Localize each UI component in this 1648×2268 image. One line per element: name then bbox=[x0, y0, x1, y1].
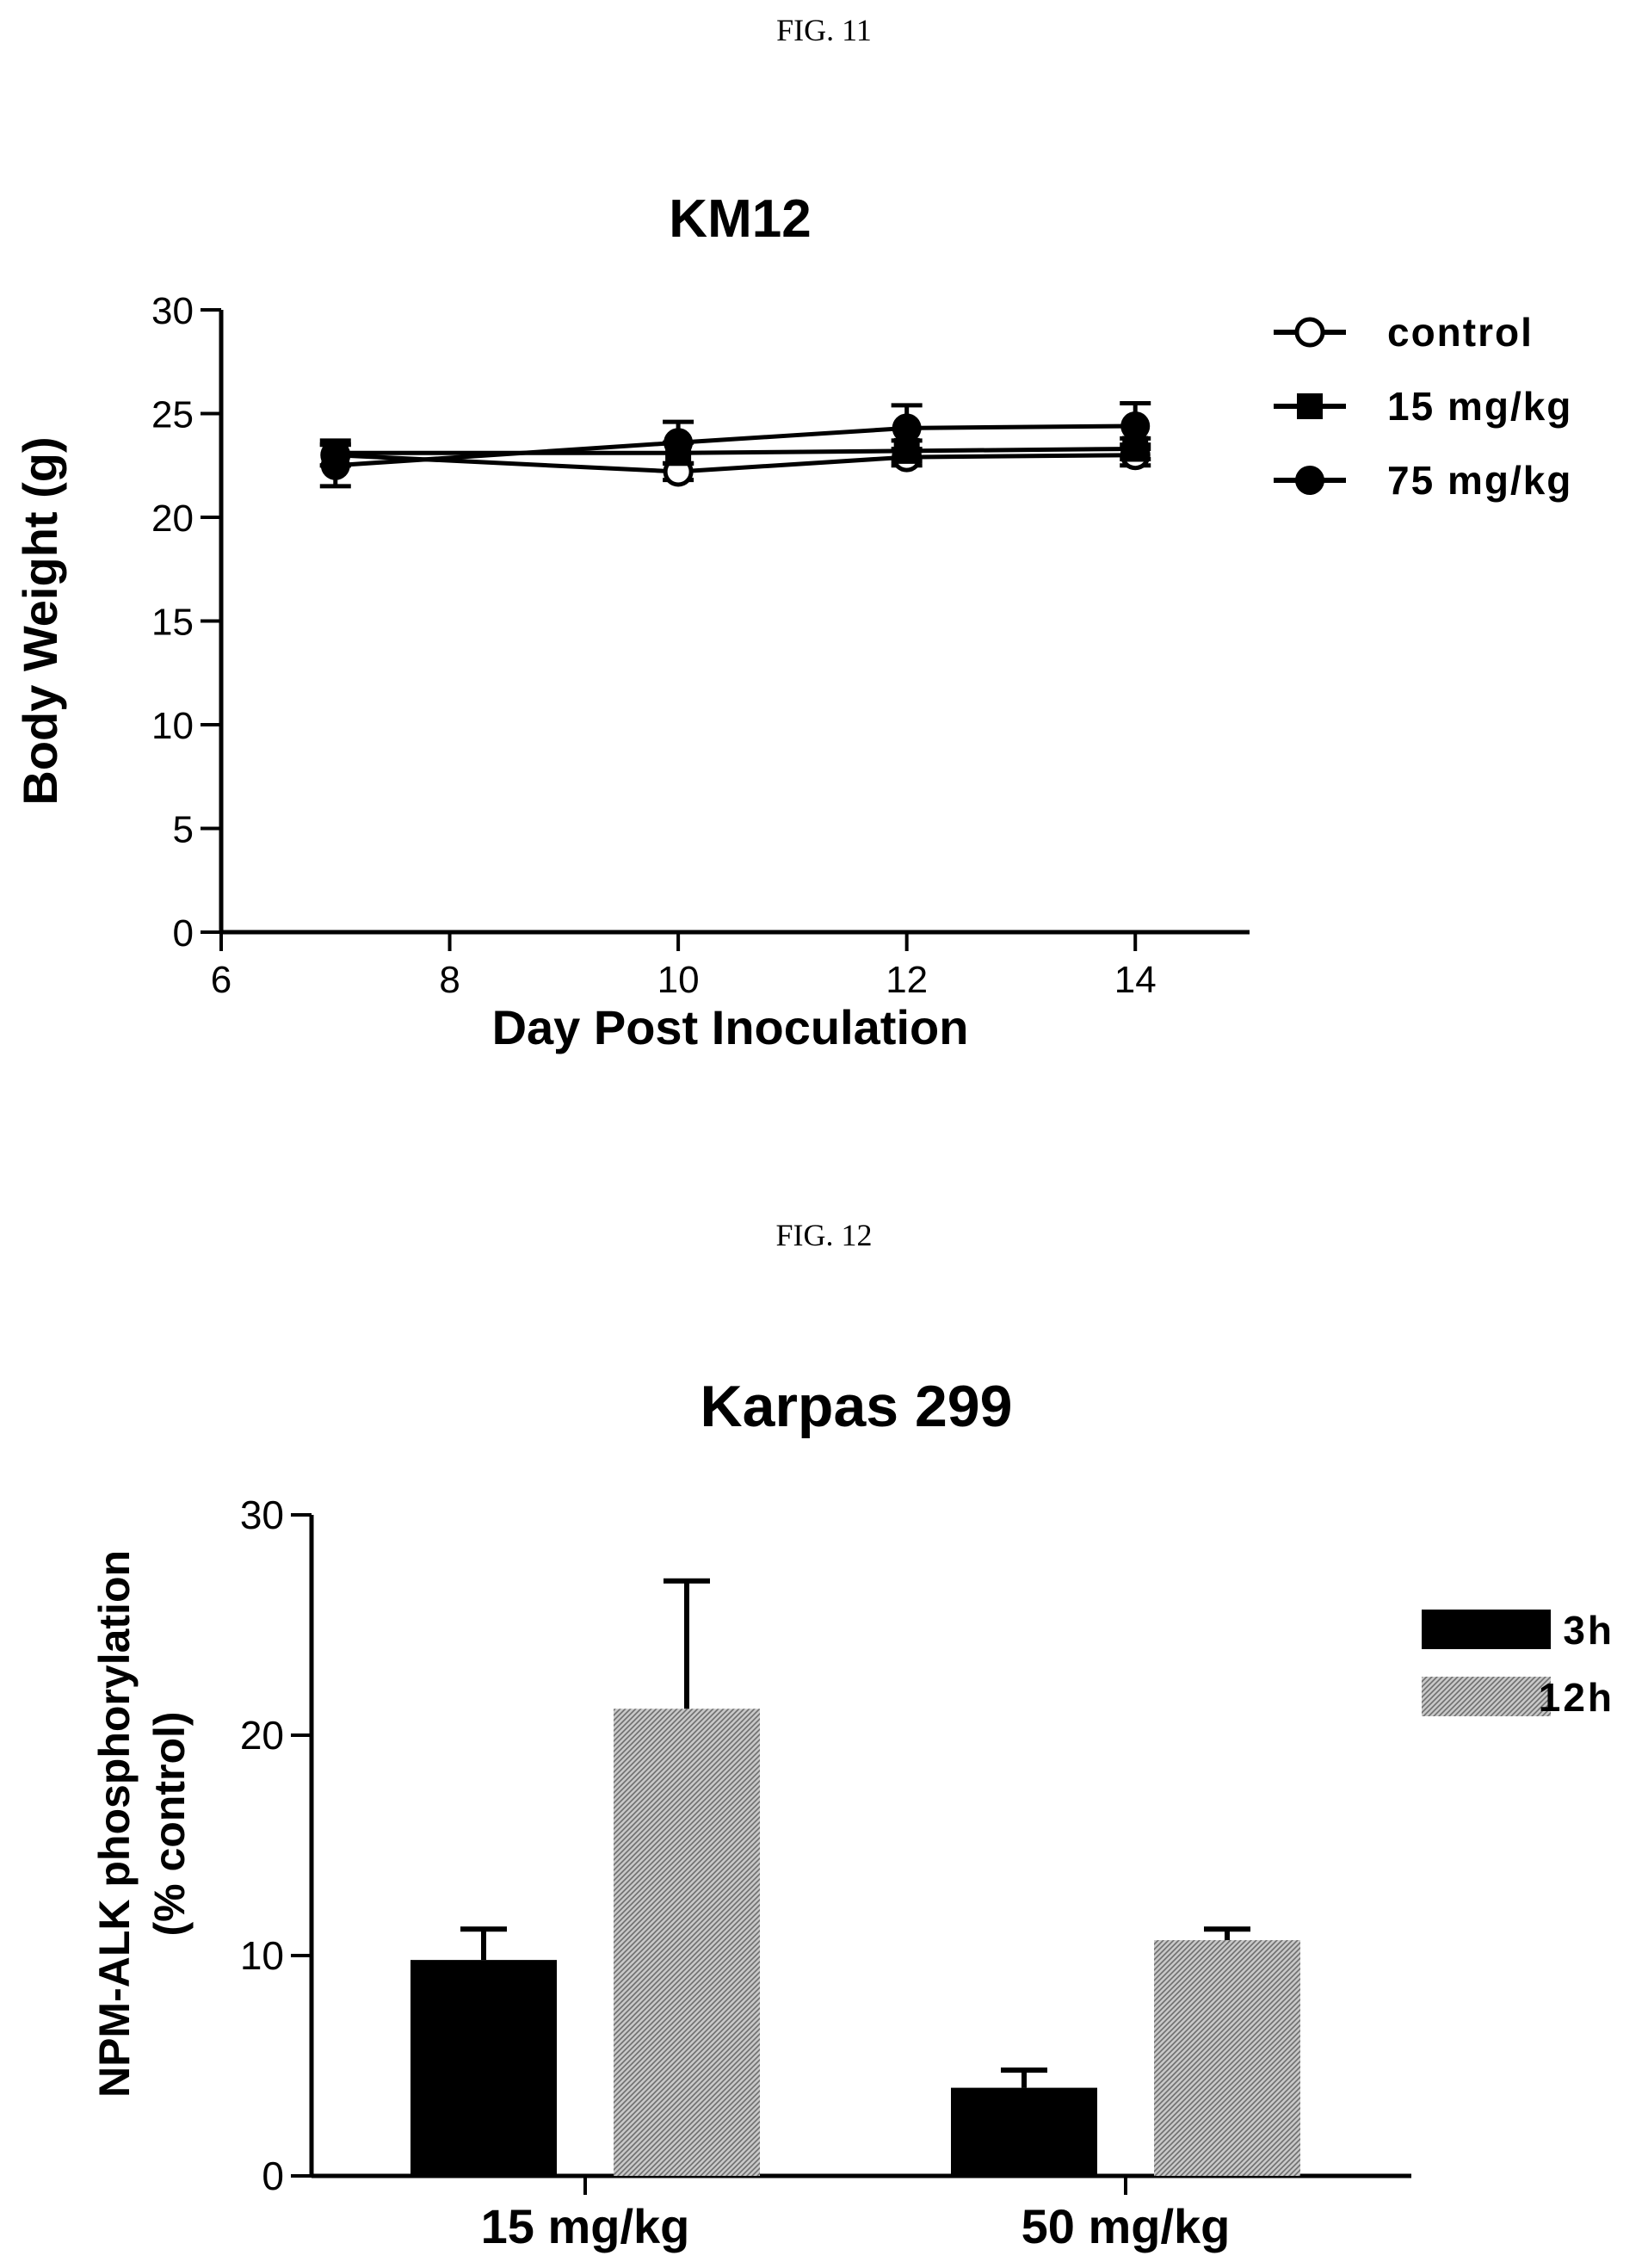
x-tick-label: 14 bbox=[1114, 959, 1157, 1001]
legend-swatch bbox=[1422, 1677, 1551, 1716]
x-axis-label: Day Post Inoculation bbox=[492, 1000, 969, 1054]
chart-title: Karpas 299 bbox=[701, 1374, 1013, 1439]
x-tick-label: 8 bbox=[439, 959, 460, 1001]
data-point bbox=[320, 450, 350, 480]
y-tick-label: 30 bbox=[151, 290, 194, 332]
y-axis-label-line-2: (% control) bbox=[145, 1711, 194, 1936]
series-line bbox=[335, 446, 1136, 455]
legend-label: 15 mg/kg bbox=[1387, 384, 1572, 429]
data-point bbox=[892, 413, 922, 443]
legend-label: 75 mg/kg bbox=[1387, 458, 1572, 503]
figure-11-label: FIG. 11 bbox=[776, 13, 872, 47]
legend-marker bbox=[1297, 393, 1323, 419]
legend-entry: 15 mg/kg bbox=[1274, 384, 1572, 429]
chart-title: KM12 bbox=[669, 189, 811, 249]
legend-entry: 75 mg/kg bbox=[1274, 458, 1572, 503]
bar-3h bbox=[951, 2087, 1097, 2176]
legend-label: 3h bbox=[1563, 1608, 1614, 1653]
legend-swatch bbox=[1422, 1610, 1551, 1649]
legend-label: control bbox=[1387, 310, 1534, 355]
y-tick-label: 20 bbox=[151, 497, 194, 540]
y-tick-label: 25 bbox=[151, 394, 194, 436]
y-tick-label: 0 bbox=[262, 2154, 284, 2198]
figure-12-label: FIG. 12 bbox=[775, 1218, 873, 1252]
legend-label: 12h bbox=[1539, 1675, 1614, 1720]
y-tick-label: 30 bbox=[240, 1492, 284, 1537]
data-point bbox=[664, 428, 694, 458]
bar-12h bbox=[1154, 1940, 1300, 2176]
bar-3h bbox=[410, 1960, 557, 2176]
series-line bbox=[335, 453, 1136, 474]
x-tick-label: 12 bbox=[886, 959, 928, 1001]
data-point bbox=[1120, 411, 1151, 441]
y-tick-label: 0 bbox=[173, 912, 194, 955]
bar-12h bbox=[614, 1709, 760, 2176]
series-line bbox=[335, 423, 1136, 468]
y-tick-label: 10 bbox=[151, 705, 194, 747]
category-label: 50 mg/kg bbox=[1022, 2199, 1231, 2253]
x-tick-label: 6 bbox=[211, 959, 231, 1001]
x-tick-label: 10 bbox=[657, 959, 700, 1001]
y-axis-label-line-1: NPM-ALK phosphorylation bbox=[90, 1550, 139, 2098]
y-tick-label: 10 bbox=[240, 1933, 284, 1978]
y-tick-label: 20 bbox=[240, 1713, 284, 1758]
y-axis-label: Body Weight (g) bbox=[13, 436, 67, 805]
series-75-mg-kg bbox=[319, 400, 1151, 489]
km12-line-chart: KM12 0 5 10 15 20 25 30 6 8 10 12 14 Day Post Inocula… bbox=[13, 189, 1572, 1054]
legend-marker bbox=[1295, 466, 1324, 495]
karpas-299-bar-chart: Karpas 299 0 10 20 30 15 mg/kg 50 mg/kg NPM-ALK… bbox=[90, 1374, 1614, 2253]
y-tick-label: 15 bbox=[151, 602, 194, 644]
legend-marker bbox=[1294, 317, 1325, 348]
legend-entry: control bbox=[1274, 310, 1534, 355]
y-tick-label: 5 bbox=[173, 809, 194, 851]
category-label: 15 mg/kg bbox=[481, 2199, 690, 2253]
